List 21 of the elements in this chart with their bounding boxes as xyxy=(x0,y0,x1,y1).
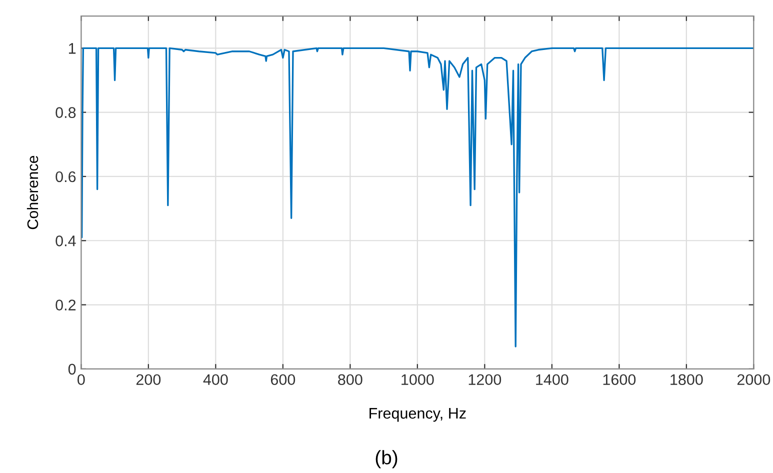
y-tick-label: 0.2 xyxy=(56,300,76,310)
y-tick-label: 0.8 xyxy=(56,107,76,118)
x-tick-label: 1400 xyxy=(536,374,568,386)
x-tick-label: 800 xyxy=(338,374,362,386)
y-tick-label: 0.4 xyxy=(56,235,76,246)
line-series xyxy=(81,47,754,348)
y-tick-label: 0 xyxy=(68,364,76,375)
y-tick-label: 0.6 xyxy=(56,171,76,182)
x-tick-label: 1600 xyxy=(603,374,636,386)
x-tick-label: 2000 xyxy=(737,374,770,386)
x-tick-label: 1000 xyxy=(402,374,434,386)
y-axis-title: Coherence xyxy=(26,156,38,230)
x-axis-title: Frequency, Hz xyxy=(370,408,466,422)
x-tick-label: 1800 xyxy=(670,374,703,386)
x-tick-label: 200 xyxy=(136,374,161,386)
x-tick-label: 1200 xyxy=(468,374,502,386)
x-tick-label: 400 xyxy=(203,374,228,386)
x-tick-label: 0 xyxy=(78,374,85,386)
y-tick-label: 1 xyxy=(68,43,76,54)
x-tick-label: 600 xyxy=(270,374,296,386)
text: (b) xyxy=(376,450,398,468)
